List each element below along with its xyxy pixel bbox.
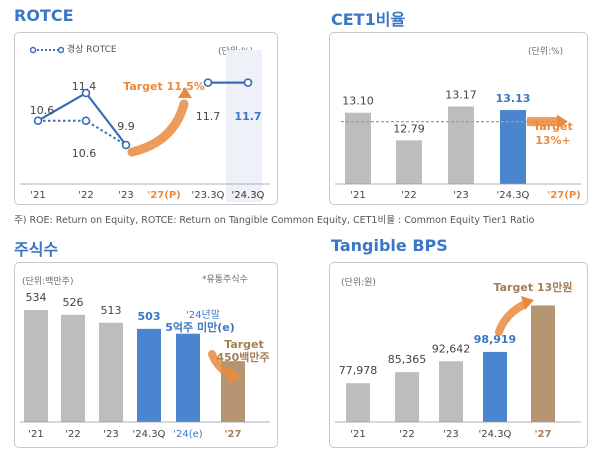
legend-dotted-line-icon — [29, 46, 65, 53]
bps-tick-label: '23 — [443, 429, 458, 440]
shares-annot2-line1: Target — [224, 338, 264, 351]
cet1-value-label: 13.13 — [496, 92, 531, 105]
rotce-label-243q: 11.7 — [234, 110, 261, 123]
bps-bar — [531, 305, 555, 422]
bps-value-label: 77,978 — [339, 364, 378, 377]
rotce-tick-label: '21 — [30, 190, 45, 201]
cet1-target-arrowhead — [557, 114, 568, 129]
bps-tick-label: '22 — [399, 429, 414, 440]
rotce-label-22: 11.4 — [72, 80, 97, 93]
bps-value-label: 85,365 — [388, 353, 427, 366]
cet1-target-label-1: Target — [533, 120, 573, 133]
shares-tick-label: '23 — [103, 429, 118, 440]
shares-value-label: 513 — [101, 304, 122, 317]
rotce-chart: 10.6 11.4 9.9 10.6 11.7 11.7 Target 11.5% '21 '2… — [20, 50, 270, 202]
rotce-label-21: 10.6 — [30, 104, 55, 117]
bps-value-label: 92,642 — [432, 342, 471, 355]
bps-value-label: 98,919 — [474, 333, 516, 346]
rotce-point — [203, 78, 213, 87]
rotce-point — [121, 140, 131, 150]
rotce-target-label: Target 11.5% — [123, 80, 205, 93]
rotce-target-arrow — [127, 99, 189, 157]
cet1-tick-label: '22 — [401, 190, 416, 201]
cet1-bar — [500, 110, 526, 184]
rotce-recurring-line — [38, 119, 127, 146]
shares-value-label: 534 — [26, 291, 47, 304]
bps-tick-label: '27 — [535, 429, 552, 440]
rotce-label-23: 9.9 — [117, 120, 135, 133]
shares-value-label: 503 — [138, 310, 161, 323]
rotce-title: ROTCE — [14, 6, 74, 25]
rotce-tick-label: '24.3Q — [232, 190, 265, 201]
cet1-value-label: 13.10 — [342, 95, 374, 108]
shares-title: 주식수 — [14, 240, 59, 259]
bps-title: Tangible BPS — [331, 236, 448, 255]
cet1-value-label: 13.17 — [445, 88, 477, 101]
shares-tick-label: '24.3Q — [133, 429, 166, 440]
rotce-highlight — [226, 50, 262, 202]
shares-unit: (단위:백만주) — [22, 277, 74, 287]
rotce-recurring-point — [81, 116, 91, 126]
cet1-tick-label: '23 — [453, 190, 468, 201]
bps-target-arrow — [495, 300, 529, 336]
bps-bar — [395, 372, 419, 422]
shares-bar — [137, 328, 161, 422]
shares-note: *유통주식수 — [202, 275, 248, 285]
cet1-tick-label: '24.3Q — [497, 190, 530, 201]
rotce-point — [243, 78, 253, 87]
cet1-value-label: 12.79 — [393, 122, 425, 135]
shares-annot1-line2: 5억주 미만(e) — [165, 320, 234, 334]
shares-bar — [99, 322, 123, 422]
shares-annot1-line1: '24년말 — [186, 309, 220, 321]
cet1-unit: (단위:%) — [528, 47, 564, 57]
cet1-target-label-2: 13%+ — [535, 134, 571, 147]
rotce-tick-label: '23 — [118, 190, 133, 201]
bps-target-label: Target 13만원 — [494, 280, 573, 294]
rotce-point — [33, 116, 43, 126]
bps-target-arrowhead — [521, 296, 534, 310]
cet1-tick-label: '27(P) — [547, 190, 580, 201]
cet1-title: CET1비율 — [331, 10, 406, 29]
rotce-point — [81, 88, 91, 98]
cet1-bar — [448, 106, 474, 184]
bps-bar — [439, 361, 463, 422]
rotce-target-arrowhead — [178, 87, 192, 98]
shares-tick-label: '27 — [225, 429, 242, 440]
bps-bar — [483, 351, 507, 422]
footnote: 주) ROE: Return on Equity, ROTCE: Return … — [14, 215, 535, 226]
shares-value-label: 526 — [63, 296, 84, 309]
rotce-legend-label: 경상 ROTCE — [66, 45, 117, 55]
cet1-target-arrow-body — [527, 117, 557, 127]
shares-tick-label: '21 — [28, 429, 43, 440]
cet1-bar — [396, 140, 422, 184]
shares-target-arrowhead — [228, 368, 242, 383]
rotce-label-233q: 11.7 — [196, 110, 221, 123]
cet1-tick-label: '21 — [350, 190, 365, 201]
shares-bar — [24, 310, 48, 422]
shares-tick-label: '22 — [65, 429, 80, 440]
rotce-tick-label: '22 — [78, 190, 93, 201]
bps-tick-label: '24.3Q — [479, 429, 512, 440]
bps-unit: (단위:원) — [341, 278, 376, 288]
rotce-annual-line — [37, 91, 127, 146]
shares-tick-label: '24(e) — [173, 429, 203, 440]
rotce-label-22-recurring: 10.6 — [72, 147, 97, 160]
shares-annot2-line2: 450백만주 — [216, 350, 269, 364]
cet1-bar — [345, 112, 371, 184]
rotce-tick-label: '27(P) — [147, 190, 180, 201]
bps-bar — [346, 383, 370, 422]
rotce-tick-label: '23.3Q — [192, 190, 225, 201]
shares-bar — [176, 333, 200, 422]
rotce-legend: 경상 ROTCE — [29, 42, 117, 55]
bps-tick-label: '21 — [350, 429, 365, 440]
shares-bar — [61, 314, 85, 422]
